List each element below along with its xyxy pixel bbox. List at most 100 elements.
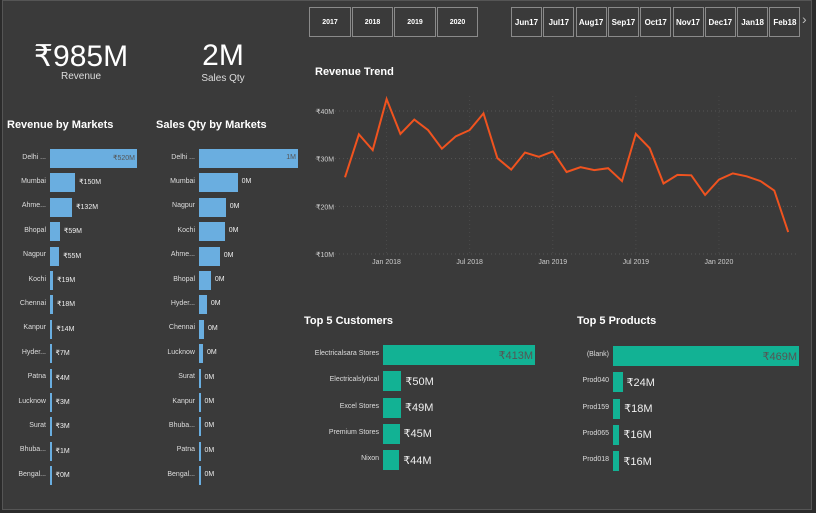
trend-point[interactable] xyxy=(634,132,638,136)
bar[interactable] xyxy=(50,271,54,290)
year-label: 17 xyxy=(560,17,570,27)
bar-value-label: ₹7M xyxy=(55,350,70,358)
bar-value-label: ₹413M xyxy=(498,349,533,362)
bar[interactable] xyxy=(50,393,52,412)
bar[interactable] xyxy=(50,197,73,217)
bar[interactable] xyxy=(50,417,52,437)
trend-point[interactable] xyxy=(454,134,458,138)
bar[interactable] xyxy=(50,344,52,364)
bar[interactable] xyxy=(50,441,52,461)
trend-point[interactable] xyxy=(592,168,596,172)
bar[interactable] xyxy=(50,295,53,315)
bar[interactable] xyxy=(199,466,201,486)
bar-label: Prod159 xyxy=(582,403,609,411)
trend-point[interactable] xyxy=(343,175,347,179)
bar[interactable] xyxy=(383,423,400,444)
bar[interactable] xyxy=(613,451,620,472)
year-slicer-2018[interactable]: 2018 xyxy=(352,7,393,37)
bar[interactable] xyxy=(50,466,52,486)
bar-label: Prod065 xyxy=(582,429,609,437)
trend-point[interactable] xyxy=(717,178,721,182)
bar[interactable] xyxy=(613,372,623,393)
trend-point[interactable] xyxy=(786,230,790,234)
trend-point[interactable] xyxy=(772,189,776,193)
year-slicer-2017[interactable]: 2017 xyxy=(309,7,351,37)
bar-label: Bengal... xyxy=(18,470,46,478)
bar[interactable] xyxy=(50,149,137,168)
bar[interactable] xyxy=(50,173,76,193)
trend-point[interactable] xyxy=(565,170,569,174)
month-slicer-jul-17[interactable]: Jul 17 xyxy=(543,7,575,37)
chevron-right-icon[interactable]: › xyxy=(802,11,807,27)
trend-point[interactable] xyxy=(537,155,541,159)
trend-point[interactable] xyxy=(662,181,666,185)
bar[interactable] xyxy=(199,295,207,315)
trend-point[interactable] xyxy=(509,168,513,172)
month-label: Oct xyxy=(644,17,658,27)
bar[interactable] xyxy=(199,441,201,461)
month-slicer-sep-17[interactable]: Sep 17 xyxy=(607,7,639,37)
bar-value-label: ₹3M xyxy=(55,399,70,406)
bar[interactable] xyxy=(199,197,226,217)
trend-point[interactable] xyxy=(606,166,610,170)
revenue-kpi-value: ₹985M xyxy=(33,40,129,73)
trend-point[interactable] xyxy=(371,148,375,152)
trend-point[interactable] xyxy=(745,174,749,178)
trend-point[interactable] xyxy=(385,97,389,101)
month-label: Sep xyxy=(611,17,627,27)
month-slicer-jan-18[interactable]: Jan 18 xyxy=(737,7,769,37)
bar[interactable] xyxy=(50,368,52,388)
bar[interactable] xyxy=(199,344,203,364)
trend-point[interactable] xyxy=(675,173,679,177)
bar[interactable] xyxy=(199,319,204,339)
trend-point[interactable] xyxy=(440,147,444,151)
trend-point[interactable] xyxy=(578,165,582,169)
trend-point[interactable] xyxy=(620,179,624,183)
bar[interactable] xyxy=(199,417,201,437)
bar[interactable] xyxy=(199,368,201,388)
bar[interactable] xyxy=(199,246,220,266)
year-slicer-2020[interactable]: 2020 xyxy=(437,7,478,37)
month-slicer-aug-17[interactable]: Aug 17 xyxy=(575,7,607,37)
month-slicer-feb-18[interactable]: Feb 18 xyxy=(769,7,801,37)
bar-value-label: ₹1M xyxy=(55,447,70,455)
bar[interactable] xyxy=(199,173,238,193)
bar[interactable] xyxy=(383,450,400,471)
trend-point[interactable] xyxy=(468,128,472,132)
bar[interactable] xyxy=(199,393,201,412)
trend-point[interactable] xyxy=(731,171,735,175)
bar[interactable] xyxy=(613,424,620,445)
month-slicer-dec-17[interactable]: Dec 17 xyxy=(704,7,736,37)
trend-point[interactable] xyxy=(759,179,763,183)
bar[interactable] xyxy=(50,246,60,266)
trend-point[interactable] xyxy=(689,173,693,177)
bar[interactable] xyxy=(50,222,60,242)
bar[interactable] xyxy=(199,222,225,242)
revenue-trend-line[interactable] xyxy=(344,95,790,233)
month-slicer-jun-17[interactable]: Jun 17 xyxy=(511,7,542,37)
year-slicer-2019[interactable]: 2019 xyxy=(394,7,436,37)
trend-point[interactable] xyxy=(357,132,361,136)
month-slicer-oct-17[interactable]: Oct 17 xyxy=(640,7,672,37)
bar[interactable] xyxy=(199,149,298,168)
trend-point[interactable] xyxy=(426,128,430,132)
trend-point[interactable] xyxy=(482,111,486,115)
trend-point[interactable] xyxy=(703,193,707,197)
year-label: 17 xyxy=(626,17,636,27)
bar[interactable] xyxy=(199,271,211,290)
bar[interactable] xyxy=(613,398,621,419)
bar[interactable] xyxy=(383,397,402,418)
bar[interactable] xyxy=(613,346,799,366)
month-slicer-nov-17[interactable]: Nov 17 xyxy=(672,7,704,37)
bar-value-label: ₹50M xyxy=(405,375,434,388)
bar[interactable] xyxy=(383,345,535,365)
trend-point[interactable] xyxy=(523,150,527,154)
trend-point[interactable] xyxy=(551,150,555,154)
bar[interactable] xyxy=(50,319,53,339)
trend-point[interactable] xyxy=(648,146,652,150)
trend-point[interactable] xyxy=(495,156,499,160)
trend-point[interactable] xyxy=(412,118,416,122)
bar-label: Delhi ... xyxy=(22,153,46,161)
bar[interactable] xyxy=(383,371,402,392)
trend-point[interactable] xyxy=(398,132,402,136)
